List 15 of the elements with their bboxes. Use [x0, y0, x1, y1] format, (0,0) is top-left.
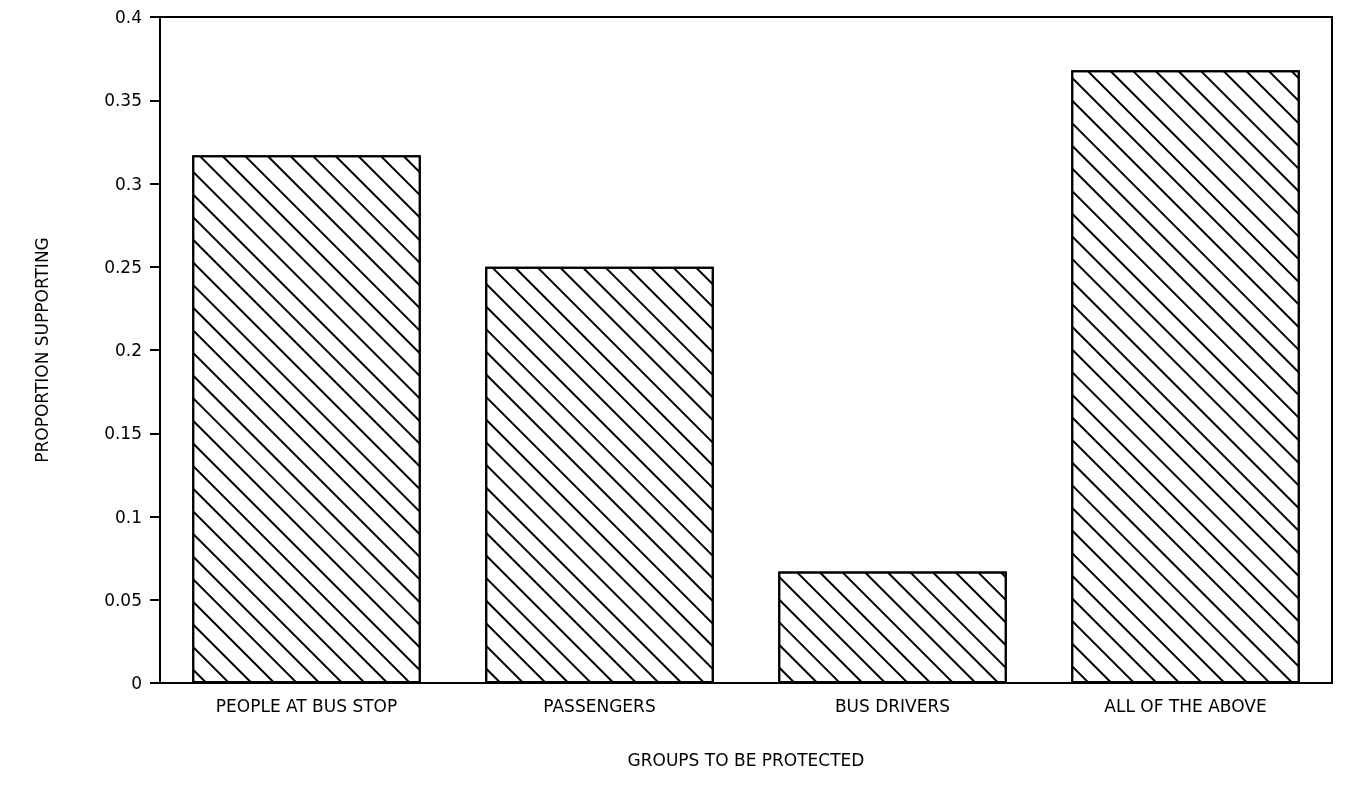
x-tick-label: ALL OF THE ABOVE	[1104, 695, 1267, 716]
y-tick-label: 0.2	[114, 340, 142, 360]
x-tick-label: BUS DRIVERS	[834, 695, 951, 716]
y-axis-title: PROPORTION SUPPORTING	[31, 237, 52, 463]
y-tick-label: 0.05	[104, 589, 142, 610]
x-tick-label: PASSENGERS	[543, 695, 656, 716]
x-axis-title: GROUPS TO BE PROTECTED	[627, 749, 865, 770]
y-tick-label: 0.15	[104, 423, 142, 444]
y-tick-label: 0.1	[114, 506, 142, 527]
y-tick-label: 0.25	[104, 256, 142, 277]
y-tick-label: 0.4	[114, 7, 142, 27]
y-tick-label: 0	[131, 673, 142, 693]
y-tick-label: 0.3	[114, 173, 142, 194]
x-tick-label: PEOPLE AT BUS STOP	[215, 695, 398, 716]
y-tick-label: 0.35	[104, 90, 142, 111]
